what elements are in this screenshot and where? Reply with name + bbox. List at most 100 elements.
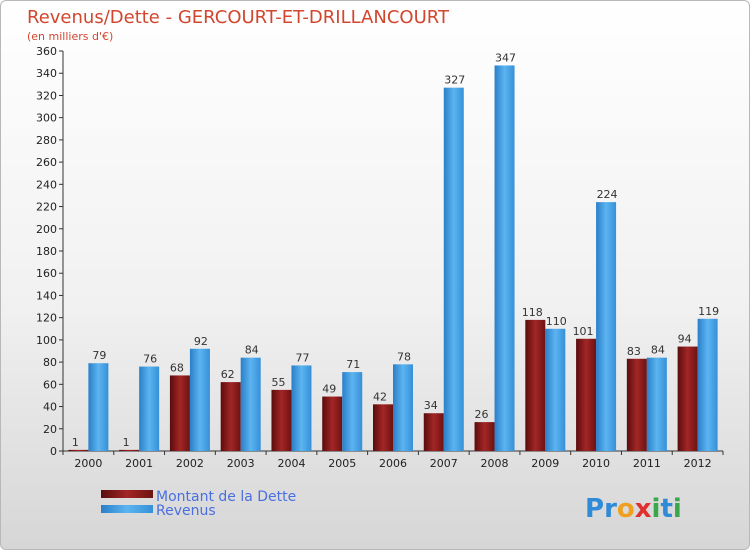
y-tick-label: 260	[36, 156, 57, 169]
bar-revenus	[443, 87, 464, 452]
logo-letter: P	[585, 494, 604, 524]
y-tick-label: 120	[36, 312, 57, 325]
value-label-dette: 1	[72, 436, 79, 449]
y-tick-label: 160	[36, 267, 57, 280]
value-label-revenus: 347	[495, 51, 516, 64]
bar-dette	[525, 319, 546, 451]
value-label-revenus: 77	[295, 351, 309, 364]
x-tick-label: 2004	[277, 457, 305, 470]
x-tick-label: 2012	[684, 457, 712, 470]
logo-letter: x	[635, 494, 652, 524]
value-label-revenus: 78	[397, 350, 411, 363]
value-label-dette: 26	[475, 408, 489, 421]
y-tick-label: 60	[43, 378, 57, 391]
x-tick-label: 2006	[379, 457, 407, 470]
bar-revenus	[545, 328, 566, 451]
x-tick-label: 2009	[531, 457, 559, 470]
logo-letter: i	[652, 494, 661, 524]
proxiti-logo: Proxiti	[585, 494, 682, 524]
value-label-dette: 94	[678, 333, 692, 346]
bar-dette	[626, 358, 647, 451]
y-tick-label: 200	[36, 223, 57, 236]
y-tick-label: 360	[36, 45, 57, 58]
bar-revenus	[189, 348, 210, 451]
value-label-revenus: 79	[92, 349, 106, 362]
logo-letter: t	[660, 494, 672, 524]
value-label-revenus: 119	[698, 305, 719, 318]
value-label-revenus: 110	[546, 315, 567, 328]
x-tick-label: 2002	[176, 457, 204, 470]
value-label-dette: 101	[573, 325, 594, 338]
bar-revenus	[494, 65, 515, 451]
y-tick-label: 220	[36, 201, 57, 214]
y-tick-label: 320	[36, 89, 57, 102]
logo-letter: o	[617, 494, 635, 524]
bar-revenus	[596, 202, 617, 451]
bar-dette	[677, 346, 698, 451]
x-tick-label: 2008	[481, 457, 509, 470]
bar-dette	[474, 422, 495, 451]
value-label-dette: 118	[522, 306, 543, 319]
y-tick-label: 280	[36, 134, 57, 147]
logo-letter: i	[673, 494, 682, 524]
bar-dette	[322, 396, 343, 451]
x-tick-label: 2000	[74, 457, 102, 470]
value-label-revenus: 84	[245, 344, 259, 357]
y-tick-label: 80	[43, 356, 57, 369]
value-label-dette: 55	[271, 376, 285, 389]
y-tick-label: 240	[36, 178, 57, 191]
bar-revenus	[88, 363, 109, 451]
bar-dette	[169, 375, 190, 451]
value-label-dette: 1	[123, 436, 130, 449]
logo-letter: r	[604, 494, 617, 524]
x-tick-label: 2005	[328, 457, 356, 470]
y-tick-label: 180	[36, 245, 57, 258]
bar-revenus	[393, 364, 413, 451]
legend-swatch-debt	[101, 490, 153, 498]
value-label-dette: 49	[322, 383, 336, 396]
y-tick-label: 0	[50, 445, 57, 458]
value-label-revenus: 84	[651, 344, 665, 357]
legend: Montant de la Dette Revenus	[101, 489, 296, 519]
value-label-revenus: 224	[597, 188, 618, 201]
y-tick-label: 20	[43, 423, 57, 436]
bar-dette	[373, 404, 393, 451]
bar-dette	[68, 449, 89, 451]
value-label-revenus: 92	[194, 335, 208, 348]
bar-revenus	[697, 318, 718, 451]
legend-label-revenus: Revenus	[156, 503, 216, 519]
x-tick-label: 2007	[430, 457, 458, 470]
chart-title: Revenus/Dette - GERCOURT-ET-DRILLANCOURT	[27, 7, 450, 28]
bar-revenus	[240, 357, 261, 451]
x-tick-label: 2010	[582, 457, 610, 470]
legend-label-debt: Montant de la Dette	[156, 489, 296, 505]
value-label-dette: 34	[424, 399, 438, 412]
bar-revenus	[646, 357, 667, 451]
axes: 0 20 40 60 80 100 120 140 160 180 200 220 240 260 280 3…	[36, 45, 724, 470]
bar-dette	[271, 389, 292, 451]
bar-dette	[220, 382, 241, 451]
y-tick-label: 340	[36, 67, 57, 80]
value-label-revenus: 327	[444, 74, 465, 87]
value-label-dette: 83	[627, 345, 641, 358]
value-label-dette: 42	[373, 390, 387, 403]
bar-dette	[576, 338, 597, 451]
bar-dette	[119, 449, 140, 451]
value-label-dette: 62	[221, 368, 235, 381]
x-tick-label: 2001	[125, 457, 153, 470]
y-tick-label: 300	[36, 112, 57, 125]
value-label-revenus: 71	[346, 358, 360, 371]
value-label-dette: 68	[170, 361, 184, 374]
bar-revenus	[342, 372, 363, 451]
value-label-revenus: 76	[143, 353, 157, 366]
y-tick-label: 40	[43, 401, 57, 414]
bars	[68, 65, 718, 452]
y-tick-label: 140	[36, 289, 57, 302]
bar-dette	[423, 413, 444, 451]
x-tick-label: 2003	[227, 457, 255, 470]
bar-revenus	[291, 365, 312, 451]
y-tick-label: 100	[36, 334, 57, 347]
x-tick-label: 2011	[633, 457, 661, 470]
value-labels: 1 1 68 62 55 49 42 34 26 118 101 83 94 79 76 92 84 77 71 78…	[72, 51, 719, 448]
